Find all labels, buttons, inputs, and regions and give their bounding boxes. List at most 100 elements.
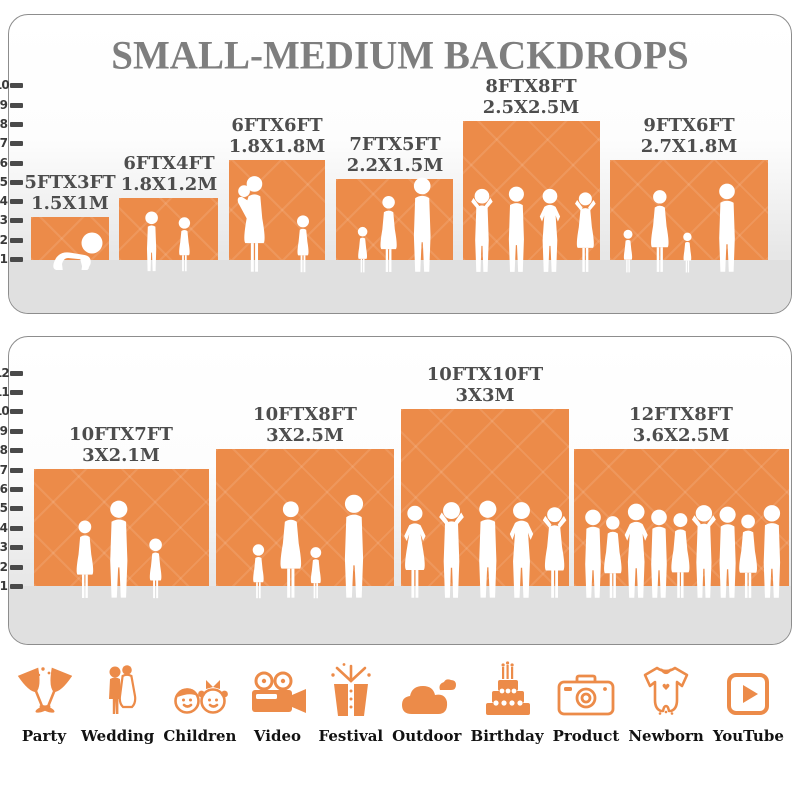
bar-label-6x4: 6FTX4FT 1.8X1.2M — [74, 153, 264, 195]
category-festival: Festival — [318, 660, 384, 745]
size-ft: 12FTX8FT — [629, 404, 733, 425]
people-crawling-baby — [53, 232, 103, 270]
youtube-play-icon — [724, 660, 772, 718]
size-ft: 9FTX6FT — [643, 115, 735, 136]
size-ft: 5FTX3FT — [24, 172, 116, 193]
bar-label-8x8: 8FTX8FT 2.5X2.5M — [436, 76, 626, 118]
ruler-tick-number: 7 — [0, 463, 8, 477]
category-label: Children — [163, 727, 237, 745]
ruler-tick-number: 4 — [0, 194, 8, 208]
ruler-tick-number: 10 — [0, 404, 10, 418]
people-crowd — [585, 503, 781, 598]
ruler-tick-number: 9 — [0, 424, 8, 438]
ruler-tick-number: 4 — [0, 521, 8, 535]
category-outdoor: Outdoor — [392, 660, 461, 745]
children-faces-icon — [168, 660, 232, 718]
size-m: 3X2.1M — [82, 445, 160, 466]
ruler-tick-number: 5 — [0, 501, 8, 515]
ruler-tick-number: 2 — [0, 560, 8, 574]
ruler-tick-number: 8 — [0, 443, 8, 457]
bar-label-7x5: 7FTX5FT 2.2X1.5M — [300, 134, 490, 176]
ruler-tick-number: 3 — [0, 540, 8, 554]
clouds-icon — [398, 660, 456, 718]
ruler-tick-number: 12 — [0, 366, 10, 380]
size-ft: 10FTX10FT — [426, 364, 544, 385]
people-group-of-five — [404, 500, 567, 598]
ruler-tick-number: 1 — [0, 579, 8, 593]
bar-label-6x6: 6FTX6FT 1.8X1.8M — [182, 115, 372, 157]
category-label: Video — [253, 727, 302, 745]
panel-small-medium: SMALL-MEDIUM BACKDROPS 5FTX3FT 1.5X1M 6F… — [0, 14, 792, 314]
backdrop-bar-10x8 — [216, 449, 394, 586]
category-newborn: Newborn — [628, 660, 704, 745]
size-m: 3X2.5M — [266, 425, 344, 446]
wedding-couple-icon — [93, 660, 143, 718]
people-family-of-four — [252, 494, 364, 599]
people-group-of-four — [471, 186, 596, 272]
people-mother-and-girl — [237, 176, 309, 273]
ruler-tick-number: 6 — [0, 156, 8, 170]
category-label: Birthday — [470, 727, 544, 745]
people-child-woman-man — [357, 177, 431, 273]
category-video: Video — [245, 660, 309, 745]
category-party: Party — [16, 660, 72, 745]
size-m: 1.5X1M — [31, 193, 109, 214]
category-label: Outdoor — [392, 727, 462, 745]
category-children: Children — [163, 660, 236, 745]
ruler-tick-number: 9 — [0, 98, 8, 112]
size-ft: 6FTX4FT — [123, 153, 215, 174]
bar-label-5x3: 5FTX3FT 1.5X1M — [9, 172, 165, 214]
category-row: Party Wedding — [0, 660, 800, 760]
size-m: 2.2X1.5M — [346, 155, 444, 176]
panel-small-medium-canvas: SMALL-MEDIUM BACKDROPS 5FTX3FT 1.5X1M 6F… — [8, 14, 792, 314]
category-label: Festival — [318, 727, 384, 745]
people-boy-and-girl — [145, 211, 191, 272]
size-m: 3.6X2.5M — [632, 425, 730, 446]
size-ft: 10FTX7FT — [69, 424, 173, 445]
bar-label-12x8: 12FTX8FT 3.6X2.5M — [586, 404, 776, 446]
party-glasses-icon — [16, 660, 72, 718]
category-youtube: YouTube — [713, 660, 784, 745]
category-label: Product — [552, 727, 620, 745]
category-product: Product — [552, 660, 620, 745]
ruler-tick-number: 11 — [0, 385, 10, 399]
panel-medium-large-canvas: 10FTX7FT 3X2.1M 10FTX8FT 3X2.5M 10FTX10F… — [8, 336, 792, 645]
ruler-tick-number: 5 — [0, 175, 8, 189]
ruler-tick-number: 3 — [0, 213, 8, 227]
ruler-tick-number: 7 — [0, 136, 8, 150]
ruler-tick-number: 6 — [0, 482, 8, 496]
size-m: 2.7X1.8M — [640, 136, 738, 157]
baby-onesie-icon — [637, 660, 695, 718]
panel-medium-large: 10FTX7FT 3X2.1M 10FTX8FT 3X2.5M 10FTX10F… — [0, 336, 792, 645]
size-m: 1.8X1.8M — [228, 136, 326, 157]
category-label: YouTube — [712, 727, 784, 745]
size-ft: 10FTX8FT — [253, 404, 357, 425]
size-m: 1.8X1.2M — [120, 174, 218, 195]
people-family-of-four — [623, 183, 735, 273]
backdrop-bar-6x4 — [119, 198, 218, 260]
category-birthday: Birthday — [471, 660, 544, 745]
category-label: Newborn — [628, 727, 704, 745]
gift-box-icon — [322, 660, 380, 718]
ruler-tick-number: 10 — [0, 78, 10, 92]
video-camera-icon — [245, 660, 309, 718]
size-m: 3X3M — [455, 385, 515, 406]
bar-label-10x10: 10FTX10FT 3X3M — [390, 364, 580, 406]
category-label: Wedding — [81, 727, 155, 745]
ruler-tick-number: 2 — [0, 233, 8, 247]
birthday-cake-icon — [477, 660, 537, 718]
bar-label-9x6: 9FTX6FT 2.7X1.8M — [594, 115, 784, 157]
people-woman-man-girl — [76, 500, 162, 599]
ruler-tick-number: 1 — [0, 252, 8, 266]
size-ft: 7FTX5FT — [349, 134, 441, 155]
category-label: Party — [21, 727, 67, 745]
size-ft: 6FTX6FT — [231, 115, 323, 136]
page-title: SMALL-MEDIUM BACKDROPS — [111, 33, 689, 78]
bar-label-10x8: 10FTX8FT 3X2.5M — [210, 404, 400, 446]
category-wedding: Wedding — [81, 660, 154, 745]
size-ft: 8FTX8FT — [485, 76, 577, 97]
size-m: 2.5X2.5M — [482, 97, 580, 118]
ruler-tick-number: 8 — [0, 117, 8, 131]
floor-strip — [9, 586, 791, 644]
